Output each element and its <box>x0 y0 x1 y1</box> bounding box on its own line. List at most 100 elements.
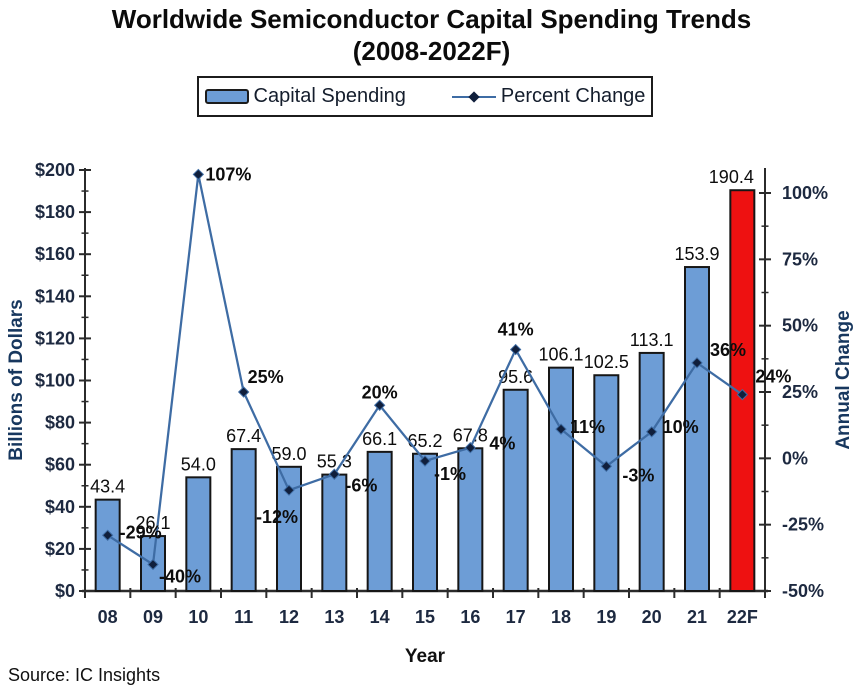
bar-value-label: 95.6 <box>498 367 533 387</box>
left-axis-tick-label: $100 <box>35 371 75 391</box>
bar-11 <box>230 448 257 592</box>
left-axis-tick-label: $160 <box>35 244 75 264</box>
pct-change-label: -29% <box>120 522 162 542</box>
bar-20 <box>638 351 665 592</box>
legend-item-percent-change: Percent Change <box>451 85 646 108</box>
line-marker-21 <box>691 357 703 369</box>
line-marker-09 <box>147 558 159 571</box>
pct-change-label: 4% <box>489 434 515 454</box>
pct-change-label: 24% <box>755 367 791 387</box>
line-marker-10 <box>192 168 205 181</box>
x-axis-category-label: 17 <box>506 607 526 627</box>
line-marker-12 <box>283 484 295 496</box>
pct-change-label: 20% <box>362 382 398 402</box>
right-axis-tick-label: -25% <box>782 515 824 535</box>
line-marker-11 <box>237 386 250 398</box>
pct-change-label: 36% <box>710 340 746 360</box>
bar-21 <box>684 266 710 592</box>
x-axis-category-label: 20 <box>642 607 662 627</box>
line-marker-19 <box>600 460 613 473</box>
pct-change-label: 41% <box>498 320 534 340</box>
right-axis-tick-label: 25% <box>782 382 818 402</box>
x-axis-title: Year <box>404 646 446 667</box>
x-axis-category-label: 16 <box>460 607 480 627</box>
x-axis-category-label: 10 <box>188 607 208 627</box>
pct-change-label: -6% <box>345 475 377 495</box>
bar-13 <box>321 473 348 593</box>
bar-value-label: 26.1 <box>135 513 170 533</box>
pct-change-label: -3% <box>622 465 654 485</box>
legend: Capital Spending Percent Change <box>197 76 653 117</box>
bar-value-label: 113.1 <box>630 330 674 350</box>
x-axis-category-label: 08 <box>98 607 118 627</box>
left-axis-tick-label: $140 <box>35 286 75 306</box>
line-marker-13 <box>328 468 341 480</box>
x-axis-category-label: 12 <box>279 607 299 627</box>
right-axis-title: Annual Change <box>833 310 854 449</box>
chart-title-line1: Worldwide Semiconductor Capital Spending… <box>111 4 752 34</box>
bar-value-label: 65.2 <box>407 431 442 451</box>
percent-change-swatch-icon <box>451 90 496 103</box>
legend-label-percent-change: Percent Change <box>500 85 646 107</box>
bar-value-label: 102.5 <box>584 352 629 372</box>
x-axis-category-label: 22F <box>727 607 758 627</box>
pct-change-label: 10% <box>663 417 699 437</box>
bar-value-label: 67.4 <box>226 426 261 446</box>
line-marker-18 <box>555 423 567 435</box>
bar-value-label: 59.0 <box>271 444 306 464</box>
line-marker-16 <box>464 442 477 454</box>
legend-label-capital-spending: Capital Spending <box>253 85 406 107</box>
pct-change-label: 25% <box>248 367 284 387</box>
x-axis-category-label: 19 <box>596 607 616 627</box>
left-axis-tick-label: $200 <box>35 160 75 180</box>
left-axis-tick-label: $40 <box>45 497 75 517</box>
x-axis-category-label: 11 <box>234 607 253 627</box>
x-axis-category-label: 18 <box>551 607 571 627</box>
x-axis-category-label: 14 <box>370 607 390 627</box>
capital-spending-swatch-icon <box>204 89 249 104</box>
bar-value-label: 43.4 <box>90 477 125 497</box>
chart-title-line2: (2008-2022F) <box>352 36 511 66</box>
line-marker-15 <box>419 455 431 467</box>
source-note: Source: IC Insights <box>8 665 161 685</box>
bar-15 <box>412 452 438 592</box>
right-axis-tick-label: 0% <box>782 448 808 468</box>
bar-14 <box>366 450 393 592</box>
line-marker-22F <box>736 388 749 401</box>
line-marker-08 <box>101 529 114 541</box>
left-axis-tick-label: $120 <box>35 328 75 348</box>
pct-change-label: 107% <box>205 164 251 184</box>
pct-change-label: 11% <box>570 417 605 437</box>
x-axis-category-label: 15 <box>415 607 435 627</box>
line-marker-17 <box>509 343 522 356</box>
bar-17 <box>502 388 529 592</box>
x-axis-category-label: 09 <box>143 607 163 627</box>
bar-08 <box>94 498 121 593</box>
bar-value-label: 54.0 <box>181 454 216 474</box>
bar-value-label: 190.4 <box>709 167 754 187</box>
bar-19 <box>593 374 620 592</box>
bar-value-label: 55.3 <box>317 452 352 472</box>
left-axis-tick-label: $80 <box>45 413 75 433</box>
pct-change-label: -1% <box>434 464 466 484</box>
right-axis-tick-label: 100% <box>782 183 828 203</box>
bar-value-label: 66.1 <box>362 429 397 449</box>
left-axis-tick-label: $0 <box>55 581 75 601</box>
x-axis-category-label: 21 <box>687 607 707 627</box>
line-marker-14 <box>373 399 386 411</box>
left-axis-title: Billions of Dollars <box>6 299 27 461</box>
bar-18 <box>548 366 574 592</box>
left-axis-tick-label: $180 <box>35 202 75 222</box>
pct-change-label: -12% <box>256 507 298 527</box>
pct-change-label: -40% <box>159 566 201 586</box>
bar-value-label: 106.1 <box>538 345 583 365</box>
bar-10 <box>185 476 212 592</box>
left-axis-tick-label: $60 <box>45 455 75 475</box>
chart-title: Worldwide Semiconductor Capital Spending… <box>0 3 863 67</box>
legend-item-capital-spending: Capital Spending <box>204 85 406 108</box>
right-axis-tick-label: 50% <box>782 316 818 336</box>
bar-value-label: 153.9 <box>674 244 719 264</box>
right-axis-tick-label: -50% <box>782 581 824 601</box>
